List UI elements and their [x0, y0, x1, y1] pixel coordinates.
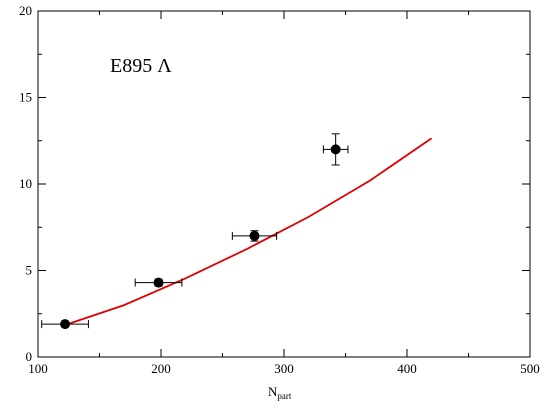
- x-tick-label: 100: [28, 361, 48, 376]
- y-tick-label: 15: [19, 90, 32, 105]
- data-point-marker: [249, 230, 260, 241]
- axis-ticks: [37, 10, 531, 358]
- data-point: [134, 277, 183, 288]
- x-tick-label: 300: [274, 361, 294, 376]
- x-tick-label: 200: [151, 361, 171, 376]
- chart-annotation: E895 Λ: [110, 55, 172, 77]
- y-tick-label: 0: [26, 349, 33, 364]
- axis-tick-labels: 100 200 300 400 500 0 5 10 15 20: [19, 3, 540, 376]
- data-point-marker: [330, 144, 341, 155]
- x-axis-label: Npart: [268, 384, 292, 401]
- data-point: [41, 319, 89, 330]
- model-curve: [64, 137, 433, 326]
- x-tick-label: 400: [397, 361, 417, 376]
- data-points: [41, 133, 349, 330]
- y-tick-label: 5: [26, 263, 33, 278]
- x-tick-label: 500: [520, 361, 540, 376]
- y-tick-label: 10: [19, 176, 32, 191]
- data-point: [322, 133, 349, 166]
- data-point-marker: [60, 319, 71, 330]
- x-axis-label-main: N: [268, 384, 278, 399]
- data-point-marker: [153, 277, 164, 288]
- data-point: [231, 230, 278, 242]
- y-tick-label: 20: [19, 3, 32, 18]
- x-axis-label-subscript: part: [277, 391, 291, 401]
